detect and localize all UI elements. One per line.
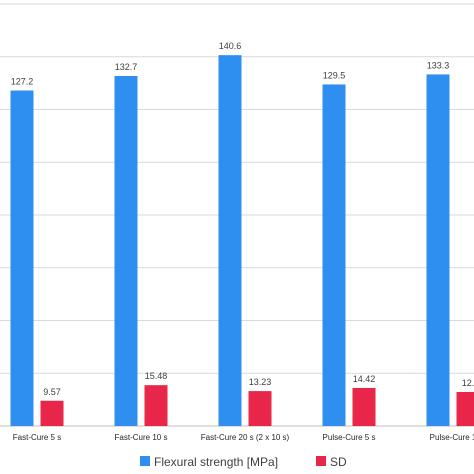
legend-label-sd: SD [330, 455, 347, 469]
data-label-flexural-strength: 140.6 [219, 41, 242, 51]
legend-swatch-flexural-strength [140, 456, 150, 466]
category-label: Pulse-Cure 1 [430, 433, 474, 442]
bar-sd [248, 391, 272, 426]
bar-sd [144, 385, 168, 426]
data-labels: 127.2 132.7 140.6 129.5 133.3 9.57 15.48 13.23 1… [11, 41, 474, 397]
bar-flexural-strength [218, 55, 242, 426]
category-labels: Fast-Cure 5 s Fast-Cure 10 s Fast-Cure 20 … [13, 433, 474, 442]
data-label-sd: 12. [462, 378, 474, 388]
data-label-sd: 13.23 [249, 377, 272, 387]
data-label-sd: 14.42 [353, 374, 376, 384]
legend-label-flexural-strength: Flexural strength [MPa] [154, 455, 278, 469]
category-label: Fast-Cure 5 s [13, 433, 61, 442]
category-label: Pulse-Cure 5 s [323, 433, 376, 442]
data-label-sd: 9.57 [43, 387, 61, 397]
category-label: Fast-Cure 20 s (2 x 10 s) [201, 433, 290, 442]
bar-sd [456, 391, 474, 426]
category-label: Fast-Cure 10 s [115, 433, 168, 442]
bar-flexural-strength [114, 76, 138, 426]
data-label-flexural-strength: 133.3 [427, 60, 450, 70]
bar-sd [40, 400, 64, 426]
bar-sd [352, 387, 376, 426]
bar-flexural-strength [10, 90, 34, 426]
data-label-flexural-strength: 132.7 [115, 62, 138, 72]
data-label-flexural-strength: 129.5 [323, 70, 346, 80]
bar-flexural-strength [322, 84, 346, 426]
bar-flexural-strength [426, 74, 450, 426]
bars [10, 55, 474, 426]
data-label-sd: 15.48 [145, 371, 168, 381]
legend-swatch-sd [316, 456, 326, 466]
legend: Flexural strength [MPa] SD [140, 455, 347, 469]
data-label-flexural-strength: 127.2 [11, 77, 34, 87]
